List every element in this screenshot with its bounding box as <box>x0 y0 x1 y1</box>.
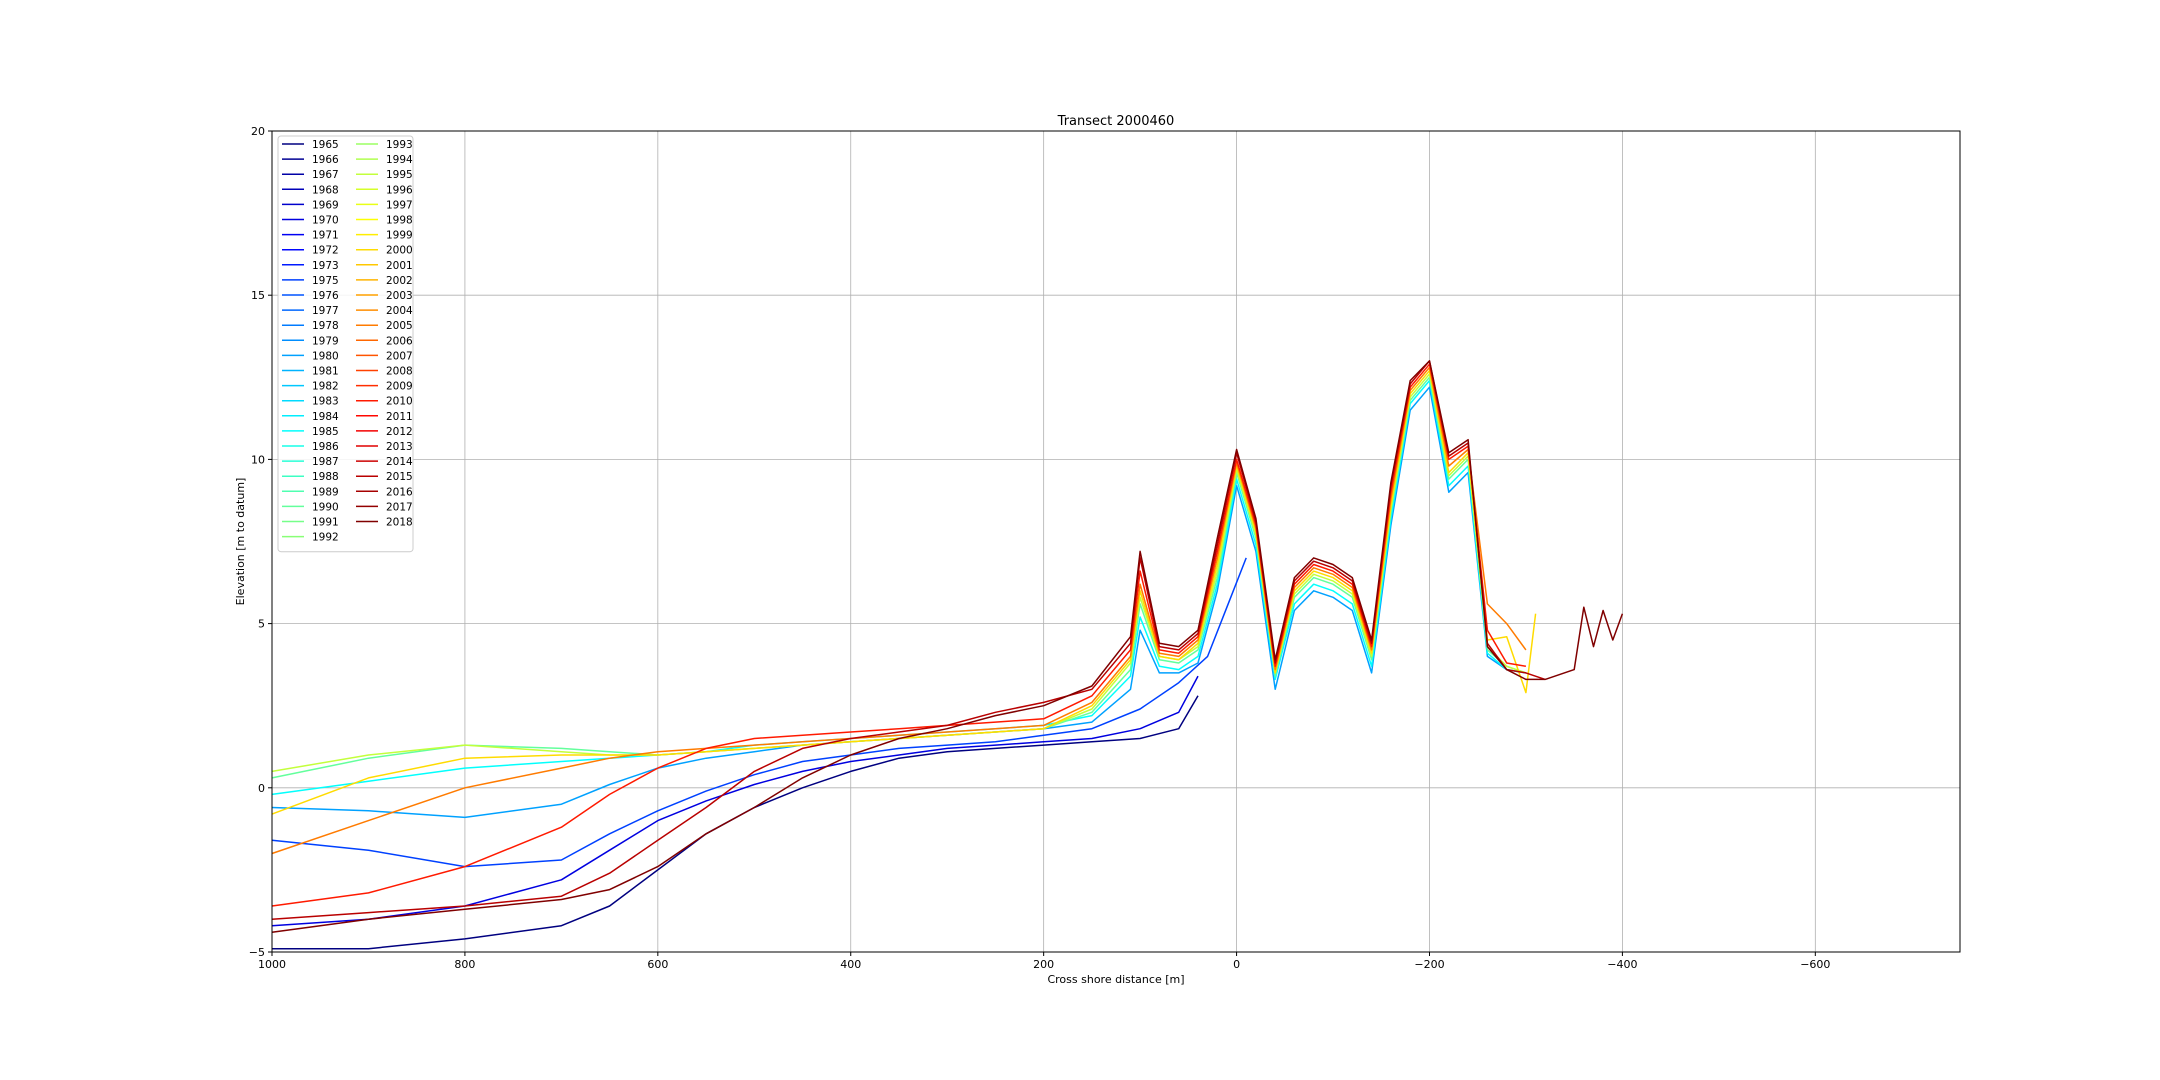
legend: 1965 1966 1967 1968 1969 1970 1971 1972 1973 1975… <box>277 135 414 553</box>
legend-label-2017: 2017 <box>386 501 413 513</box>
legend-label-1987: 1987 <box>312 456 339 468</box>
y-axis-label: Elevation [m to datum] <box>234 478 247 606</box>
legend-label-2010: 2010 <box>386 396 413 408</box>
legend-label-2011: 2011 <box>386 411 413 423</box>
y-tick-label: 15 <box>251 289 265 302</box>
legend-box <box>277 135 414 553</box>
series-line-1965 <box>272 695 1199 950</box>
legend-label-1995: 1995 <box>386 169 413 181</box>
y-tick-label: 5 <box>258 618 265 631</box>
y-tick-label: −5 <box>249 946 265 959</box>
legend-label-2015: 2015 <box>386 471 413 483</box>
x-axis-label: Cross shore distance [m] <box>1047 973 1184 986</box>
legend-label-1970: 1970 <box>312 215 339 227</box>
legend-label-2016: 2016 <box>386 486 413 498</box>
series-line-1975 <box>271 557 1247 868</box>
legend-label-1992: 1992 <box>312 532 339 544</box>
legend-label-2003: 2003 <box>386 290 413 302</box>
legend-label-1998: 1998 <box>386 215 413 227</box>
legend-label-1975: 1975 <box>312 275 339 287</box>
legend-label-2008: 2008 <box>386 366 413 378</box>
x-tick-label: −200 <box>1414 958 1444 971</box>
chart-title: Transect 2000460 <box>1057 114 1175 129</box>
legend-label-2000: 2000 <box>386 245 413 257</box>
legend-label-1976: 1976 <box>312 290 339 302</box>
x-tick-label: 1000 <box>258 958 286 971</box>
legend-label-1979: 1979 <box>312 335 339 347</box>
legend-label-2014: 2014 <box>386 456 413 468</box>
legend-label-2005: 2005 <box>386 320 413 332</box>
legend-label-2006: 2006 <box>386 335 413 347</box>
legend-label-1971: 1971 <box>312 230 339 242</box>
legend-label-1991: 1991 <box>312 517 339 529</box>
legend-label-1978: 1978 <box>312 320 339 332</box>
x-tick-label: 800 <box>454 958 475 971</box>
series-line-1980 <box>271 386 1527 819</box>
legend-label-2004: 2004 <box>386 305 413 317</box>
legend-label-1997: 1997 <box>386 199 413 211</box>
legend-label-1981: 1981 <box>312 366 339 378</box>
legend-label-2002: 2002 <box>386 275 413 287</box>
series-line-2018 <box>271 360 1624 934</box>
x-tick-label: 600 <box>647 958 668 971</box>
legend-label-2018: 2018 <box>386 517 413 529</box>
x-tick-label: 0 <box>1233 958 1240 971</box>
legend-label-1985: 1985 <box>312 426 339 438</box>
y-tick-label: 0 <box>258 782 265 795</box>
x-tick-label: −600 <box>1800 958 1830 971</box>
legend-label-1999: 1999 <box>386 230 413 242</box>
legend-label-1977: 1977 <box>312 305 339 317</box>
x-tick-label: −400 <box>1607 958 1637 971</box>
y-tick-label: 10 <box>251 453 265 466</box>
legend-label-2012: 2012 <box>386 426 413 438</box>
legend-label-1973: 1973 <box>312 260 339 272</box>
legend-label-1980: 1980 <box>312 350 339 362</box>
legend-label-1993: 1993 <box>386 139 413 151</box>
legend-label-1986: 1986 <box>312 441 339 453</box>
legend-label-1984: 1984 <box>312 411 339 423</box>
legend-label-1969: 1969 <box>312 199 339 211</box>
legend-label-2001: 2001 <box>386 260 413 272</box>
legend-label-1965: 1965 <box>312 139 339 151</box>
legend-label-1994: 1994 <box>386 154 413 166</box>
x-tick-label: 400 <box>840 958 861 971</box>
legend-label-1988: 1988 <box>312 471 339 483</box>
legend-label-1989: 1989 <box>312 486 339 498</box>
legend-label-1990: 1990 <box>312 501 339 513</box>
legend-label-2009: 2009 <box>386 381 413 393</box>
legend-label-2007: 2007 <box>386 350 413 362</box>
legend-label-2013: 2013 <box>386 441 413 453</box>
legend-label-1982: 1982 <box>312 381 339 393</box>
legend-label-1972: 1972 <box>312 245 339 257</box>
legend-label-1967: 1967 <box>312 169 339 181</box>
plot-frame <box>271 130 1961 953</box>
legend-label-1966: 1966 <box>312 154 339 166</box>
legend-label-1968: 1968 <box>312 184 339 196</box>
y-tick-label: 20 <box>251 125 265 138</box>
series-line-2000 <box>271 369 1537 815</box>
x-tick-label: 200 <box>1033 958 1054 971</box>
series-group <box>271 360 1624 950</box>
legend-label-1983: 1983 <box>312 396 339 408</box>
legend-label-1996: 1996 <box>386 184 413 196</box>
